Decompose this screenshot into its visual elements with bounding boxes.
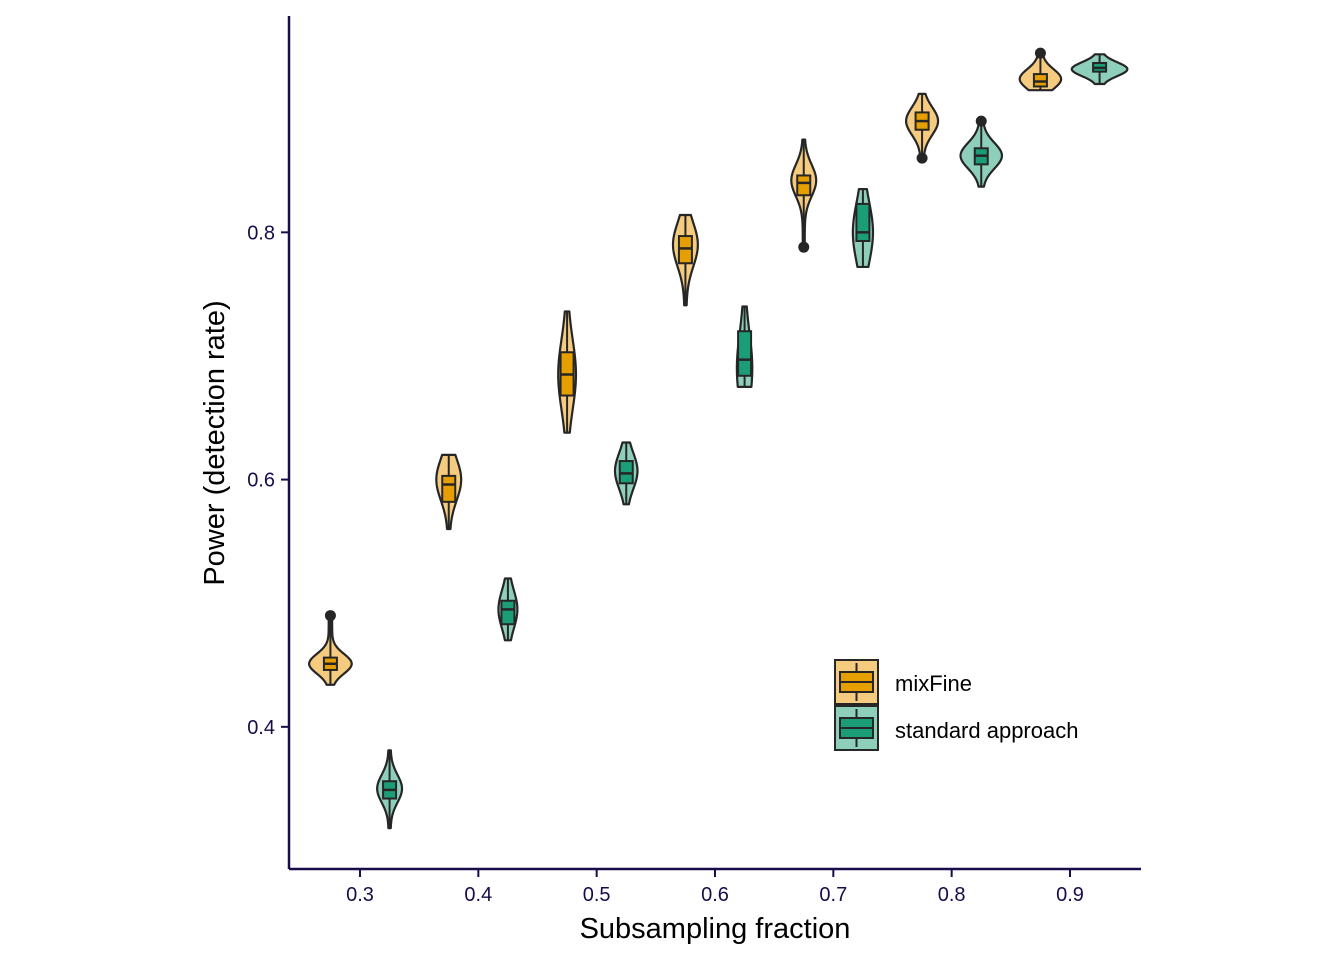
standard-approach-violin-group	[613, 441, 639, 506]
x-tick-label: 0.8	[938, 884, 966, 906]
mixfine-violin-group	[435, 453, 463, 531]
x-tick-label: 0.4	[464, 884, 492, 906]
mixfine-outlier-point	[798, 241, 810, 253]
x-tick-label: 0.7	[819, 884, 847, 906]
standard-approach-violin-group	[851, 187, 875, 269]
mixfine-violin-group	[308, 610, 353, 686]
standard-approach-violin-group	[959, 115, 1004, 188]
standard-approach-violin-group	[376, 749, 404, 830]
mixfine-box	[441, 474, 457, 503]
standard-approach-outlier-point	[975, 115, 987, 127]
mixfine-violin-group	[1018, 47, 1063, 92]
mixfine-violin-group	[790, 138, 818, 253]
x-axis-ticks: 0.3 0.4 0.5 0.6 0.7 0.8 0.9	[346, 869, 1084, 906]
legend-item-standard-approach: standard approach	[834, 705, 1078, 751]
standard-approach-box	[500, 599, 516, 626]
x-tick-label: 0.9	[1056, 884, 1084, 906]
legend-label-mixfine: mixFine	[895, 671, 972, 696]
mixfine-box	[796, 174, 812, 197]
mixfine-outlier-point	[324, 610, 336, 622]
mixfine-violin-group	[557, 310, 578, 434]
x-tick-label: 0.6	[701, 884, 729, 906]
legend-item-mixfine: mixFine	[834, 659, 972, 705]
y-tick-label: 0.4	[247, 717, 275, 739]
y-axis-ticks: 0.4 0.6 0.8	[247, 222, 289, 739]
x-tick-label: 0.3	[346, 884, 374, 906]
mixfine-violin-group	[671, 213, 699, 307]
x-tick-label: 0.5	[583, 884, 611, 906]
violin-layer	[308, 47, 1129, 830]
standard-approach-box	[737, 330, 753, 377]
y-axis-title: Power (detection rate)	[199, 300, 231, 585]
standard-approach-violin-group	[497, 577, 519, 642]
mixfine-outlier-point	[1034, 47, 1046, 59]
standard-approach-box	[855, 202, 871, 242]
y-tick-label: 0.8	[247, 222, 275, 244]
x-axis-title: Subsampling fraction	[580, 913, 851, 945]
y-tick-label: 0.6	[247, 470, 275, 492]
standard-approach-violin-group	[1070, 53, 1129, 86]
standard-approach-violin-group	[735, 305, 754, 388]
mixfine-outlier-point	[916, 152, 928, 164]
legend-label-standard-approach: standard approach	[895, 718, 1078, 743]
mixfine-violin-group	[905, 92, 940, 164]
legend: mixFine standard approach	[834, 659, 1078, 751]
